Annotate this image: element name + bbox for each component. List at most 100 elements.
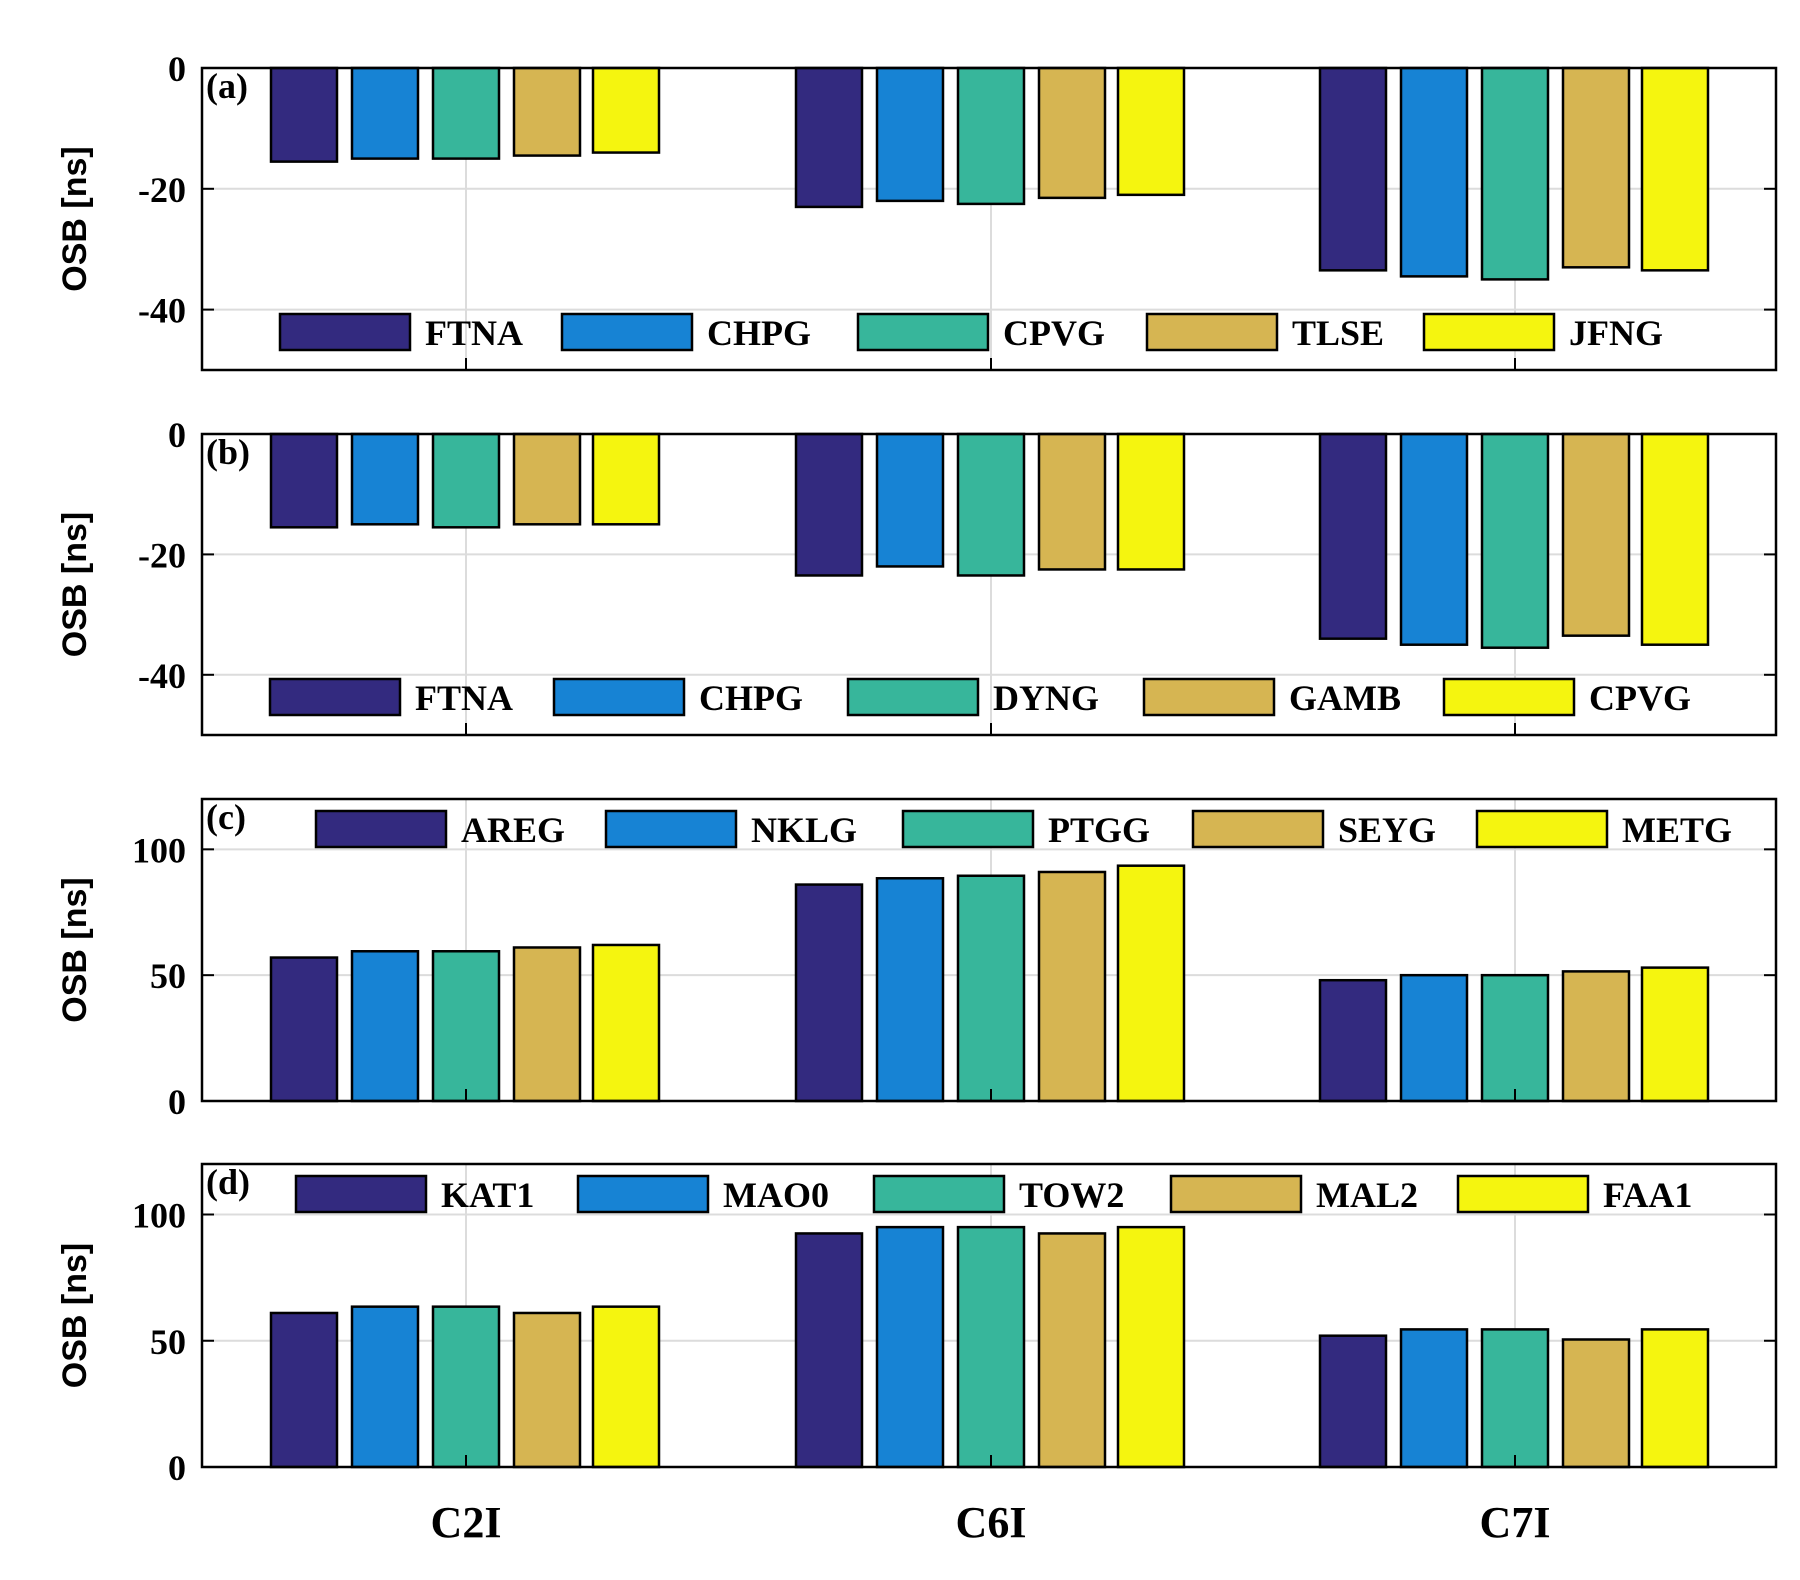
bar-seyg-c6i xyxy=(1037,870,1107,1103)
bar-chpg-c6i xyxy=(875,432,945,568)
bar-tlse-c7i xyxy=(1561,66,1631,269)
panel-label: (b) xyxy=(206,432,250,472)
bar-ftna-c7i xyxy=(1318,66,1388,272)
legend-swatch-mal2 xyxy=(1169,1174,1303,1214)
bar-metg-c6i xyxy=(1116,864,1186,1103)
bar-seyg-c2i xyxy=(512,946,582,1103)
bar-cpvg-c2i xyxy=(431,66,501,160)
bar-tow2-c6i xyxy=(956,1225,1026,1469)
legend-swatch-chpg xyxy=(560,312,694,352)
legend-label-gamb: GAMB xyxy=(1289,678,1401,718)
legend-label-kat1: KAT1 xyxy=(441,1175,534,1215)
legend-label-faa1: FAA1 xyxy=(1603,1175,1692,1215)
axes-frame xyxy=(200,66,1778,372)
bar-dyng-c6i xyxy=(956,432,1026,577)
axes-frame xyxy=(200,797,1778,1103)
y-tick-label: -40 xyxy=(138,291,186,331)
legend-label-ftna: FTNA xyxy=(425,313,523,353)
bar-mal2-c7i xyxy=(1561,1338,1631,1469)
y-tick-label: 0 xyxy=(168,1082,186,1122)
y-tick-label: -40 xyxy=(138,656,186,696)
bar-dyng-c2i xyxy=(431,432,501,529)
legend-label-cpvg: CPVG xyxy=(1003,313,1105,353)
bar-mal2-c2i xyxy=(512,1311,582,1469)
bar-tow2-c7i xyxy=(1480,1328,1550,1469)
bar-nklg-c7i xyxy=(1399,973,1469,1103)
y-axis-label: OSB [ns] xyxy=(56,512,94,657)
x-category-label-c7i: C7I xyxy=(1480,1498,1551,1547)
legend-swatch-ftna xyxy=(268,677,402,717)
bar-ftna-c2i xyxy=(269,432,339,529)
legend: KAT1 MAO0 TOW2 MAL2 FAA1 xyxy=(294,1174,1692,1215)
bar-cpvg-c7i xyxy=(1480,66,1550,281)
y-tick-label: 100 xyxy=(132,1196,186,1236)
bar-nklg-c2i xyxy=(350,950,420,1103)
legend-swatch-tlse xyxy=(1145,312,1279,352)
bar-mao0-c7i xyxy=(1399,1328,1469,1469)
legend-label-mal2: MAL2 xyxy=(1316,1175,1418,1215)
y-axis-label: OSB [ns] xyxy=(56,877,94,1022)
bar-areg-c2i xyxy=(269,956,339,1103)
legend-swatch-ftna xyxy=(278,312,412,352)
legend-label-areg: AREG xyxy=(461,810,565,850)
y-tick-label: 100 xyxy=(132,830,186,870)
bar-chpg-c7i xyxy=(1399,66,1469,278)
legend-swatch-gamb xyxy=(1142,677,1276,717)
legend-swatch-kat1 xyxy=(294,1174,428,1214)
y-tick-label: -20 xyxy=(138,170,186,210)
y-tick-label: 50 xyxy=(150,1322,186,1362)
panel-label: (d) xyxy=(206,1162,250,1202)
legend-swatch-cpvg xyxy=(1442,677,1576,717)
legend-label-jfng: JFNG xyxy=(1569,313,1663,353)
axes-frame xyxy=(200,1162,1778,1469)
bar-kat1-c7i xyxy=(1318,1334,1388,1469)
legend-label-cpvg: CPVG xyxy=(1589,678,1691,718)
bar-areg-c6i xyxy=(794,883,864,1103)
x-category-label-c6i: C6I xyxy=(956,1498,1027,1547)
legend-label-mao0: MAO0 xyxy=(723,1175,829,1215)
bar-cpvg-c2i xyxy=(591,432,661,526)
bar-ftna-c6i xyxy=(794,432,864,577)
legend-label-chpg: CHPG xyxy=(707,313,811,353)
y-tick-label: 0 xyxy=(168,1448,186,1488)
bar-ftna-c7i xyxy=(1318,432,1388,640)
legend-swatch-areg xyxy=(314,809,448,849)
y-tick-label: 0 xyxy=(168,49,186,89)
bar-nklg-c6i xyxy=(875,877,945,1103)
legend-swatch-seyg xyxy=(1191,809,1325,849)
y-axis-label: OSB [ns] xyxy=(56,1243,94,1388)
bar-tow2-c2i xyxy=(431,1305,501,1469)
bar-kat1-c6i xyxy=(794,1232,864,1469)
legend-label-ftna: FTNA xyxy=(415,678,513,718)
legend-label-ptgg: PTGG xyxy=(1048,810,1150,850)
legend-label-nklg: NKLG xyxy=(751,810,857,850)
axes-frame xyxy=(200,432,1778,737)
legend: FTNA CHPG DYNG GAMB CPVG xyxy=(268,677,1691,718)
x-category-label-c2i: C2I xyxy=(431,1498,502,1547)
panel-a: 0 -20 -40 OSB [ns] (a) FTNA CHPG CPVG TLSE JFNG xyxy=(56,49,1778,372)
bar-gamb-c6i xyxy=(1037,432,1107,571)
bar-jfng-c2i xyxy=(591,66,661,154)
bar-ftna-c2i xyxy=(269,66,339,163)
bar-tlse-c6i xyxy=(1037,66,1107,200)
legend-swatch-chpg xyxy=(552,677,686,717)
bar-gamb-c2i xyxy=(512,432,582,526)
bar-ptgg-c2i xyxy=(431,950,501,1103)
y-tick-label: -20 xyxy=(138,535,186,575)
bar-jfng-c7i xyxy=(1640,66,1710,272)
panel-label: (c) xyxy=(206,797,246,837)
bar-ptgg-c6i xyxy=(956,874,1026,1103)
legend: FTNA CHPG CPVG TLSE JFNG xyxy=(278,312,1663,353)
legend-label-tlse: TLSE xyxy=(1292,313,1384,353)
bar-areg-c7i xyxy=(1318,978,1388,1103)
bar-chpg-c7i xyxy=(1399,432,1469,646)
panel-c: 0 50 100 OSB [ns] (c) AREG NKLG PTGG SEYG METG xyxy=(56,797,1778,1122)
bar-metg-c2i xyxy=(591,943,661,1103)
legend-swatch-metg xyxy=(1475,809,1609,849)
bar-faa1-c6i xyxy=(1116,1225,1186,1469)
legend-swatch-mao0 xyxy=(576,1174,710,1214)
bar-mal2-c6i xyxy=(1037,1232,1107,1469)
bar-cpvg-c7i xyxy=(1640,432,1710,646)
bar-chpg-c6i xyxy=(875,66,945,203)
